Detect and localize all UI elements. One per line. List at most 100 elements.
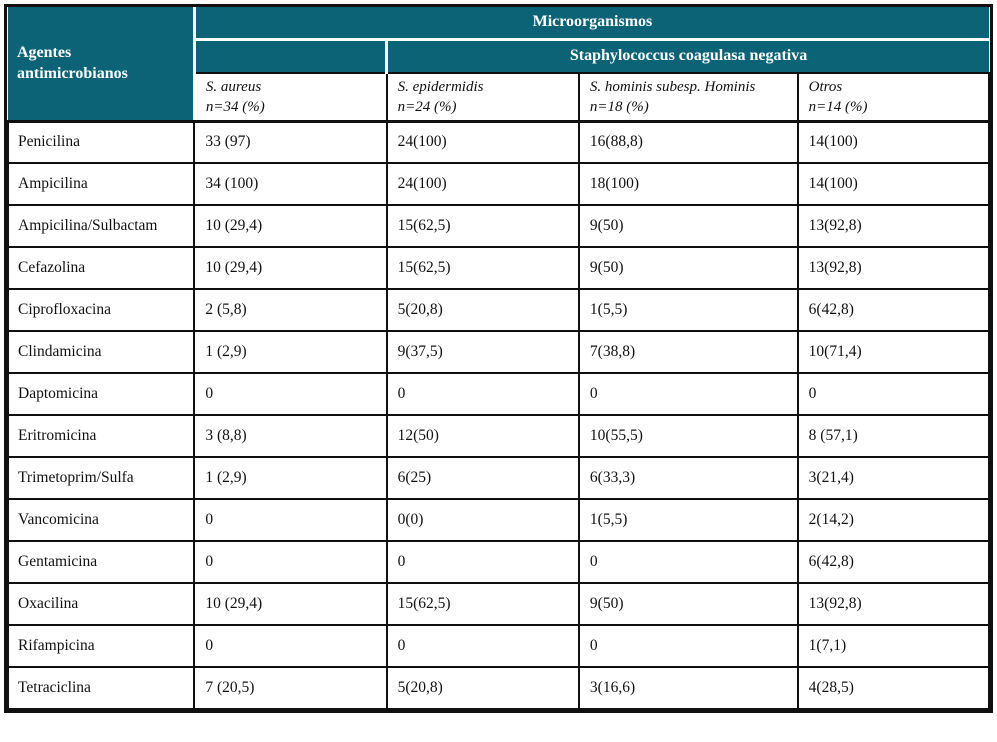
value-cell: 12(50) [385, 414, 580, 458]
corner-header: Agentes antimicrobianos [8, 7, 196, 123]
value-cell: 34 (100) [193, 162, 388, 206]
table-row: Ampicilina/Sulbactam 10 (29,4) 15(62,5) … [6, 204, 991, 248]
value-cell: 0 [385, 624, 580, 668]
agent-name: Clindamicina [6, 330, 196, 374]
agent-name: Cefazolina [6, 246, 196, 290]
value-cell: 0(0) [385, 498, 580, 542]
value-cell: 6(25) [385, 456, 580, 500]
value-cell: 9(50) [577, 204, 799, 248]
table-row: Oxacilina 10 (29,4) 15(62,5) 9(50) 13(92… [6, 582, 991, 626]
value-cell: 0 [193, 540, 388, 584]
value-cell: 15(62,5) [385, 582, 580, 626]
value-cell: 7(38,8) [577, 330, 799, 374]
table-row: Trimetoprim/Sulfa 1 (2,9) 6(25) 6(33,3) … [6, 456, 991, 500]
column-header-s-hominis: S. hominis subesp. Hominis n=18 (%) [577, 72, 799, 123]
value-cell: 3 (8,8) [193, 414, 388, 458]
value-cell: 0 [577, 372, 799, 416]
species-name: S. hominis subesp. Hominis [589, 78, 756, 95]
species-name: S. aureus [205, 78, 262, 95]
value-cell: 1 (2,9) [193, 456, 388, 500]
column-header-otros: Otros n=14 (%) [796, 72, 991, 123]
value-cell: 10 (29,4) [193, 582, 388, 626]
value-cell: 18(100) [577, 162, 799, 206]
value-cell: 3(16,6) [577, 666, 799, 710]
table-row: Ciprofloxacina 2 (5,8) 5(20,8) 1(5,5) 6(… [6, 288, 991, 332]
agent-name: Ampicilina/Sulbactam [6, 204, 196, 248]
agent-name: Trimetoprim/Sulfa [6, 456, 196, 500]
subgroup-header-staph-coag-neg: Staphylococcus coagulasa negativa [386, 39, 989, 73]
value-cell: 10(71,4) [796, 330, 991, 374]
sample-size: n=34 (%) [205, 98, 265, 115]
value-cell: 13(92,8) [796, 582, 991, 626]
value-cell: 5(20,8) [385, 666, 580, 710]
sample-size: n=18 (%) [589, 98, 649, 115]
value-cell: 0 [193, 372, 388, 416]
value-cell: 14(100) [796, 162, 991, 206]
table-row: Eritromicina 3 (8,8) 12(50) 10(55,5) 8 (… [6, 414, 991, 458]
value-cell: 6(42,8) [796, 540, 991, 584]
sample-size: n=14 (%) [808, 98, 868, 115]
value-cell: 9(37,5) [385, 330, 580, 374]
value-cell: 15(62,5) [385, 204, 580, 248]
table-row: Rifampicina 0 0 0 1(7,1) [6, 624, 991, 668]
agent-name: Ampicilina [6, 162, 196, 206]
value-cell: 0 [385, 540, 580, 584]
value-cell: 24(100) [385, 162, 580, 206]
value-cell: 15(62,5) [385, 246, 580, 290]
value-cell: 16(88,8) [577, 120, 799, 164]
value-cell: 10 (29,4) [193, 246, 388, 290]
value-cell: 24(100) [385, 120, 580, 164]
agent-name: Daptomicina [6, 372, 196, 416]
agent-name: Tetraciclina [6, 666, 196, 710]
value-cell: 0 [796, 372, 991, 416]
agent-name: Oxacilina [6, 582, 196, 626]
value-cell: 1 (2,9) [193, 330, 388, 374]
value-cell: 1(5,5) [577, 498, 799, 542]
value-cell: 3(21,4) [796, 456, 991, 500]
sample-size: n=24 (%) [397, 98, 457, 115]
column-header-s-epidermidis: S. epidermidis n=24 (%) [385, 72, 580, 123]
value-cell: 10 (29,4) [193, 204, 388, 248]
table-row: Ampicilina 34 (100) 24(100) 18(100) 14(1… [6, 162, 991, 206]
table-row: Penicilina 33 (97) 24(100) 16(88,8) 14(1… [6, 120, 991, 164]
value-cell: 10(55,5) [577, 414, 799, 458]
agent-name: Gentamicina [6, 540, 196, 584]
value-cell: 0 [385, 372, 580, 416]
value-cell: 0 [193, 498, 388, 542]
value-cell: 33 (97) [193, 120, 388, 164]
table-row: Daptomicina 0 0 0 0 [6, 372, 991, 416]
species-name: S. epidermidis [397, 78, 484, 95]
group-header-microorganismos: Microorganismos [194, 7, 989, 41]
value-cell: 13(92,8) [796, 246, 991, 290]
column-header-s-aureus: S. aureus n=34 (%) [193, 72, 388, 123]
table-row: Tetraciclina 7 (20,5) 5(20,8) 3(16,6) 4(… [6, 666, 991, 710]
agent-name: Eritromicina [6, 414, 196, 458]
value-cell: 13(92,8) [796, 204, 991, 248]
value-cell: 9(50) [577, 246, 799, 290]
value-cell: 2 (5,8) [193, 288, 388, 332]
antimicrobial-susceptibility-table: Agentes antimicrobianos Microorganismos … [6, 7, 991, 710]
agent-name: Ciprofloxacina [6, 288, 196, 332]
value-cell: 1(7,1) [796, 624, 991, 668]
value-cell: 4(28,5) [796, 666, 991, 710]
value-cell: 1(5,5) [577, 288, 799, 332]
table-row: Cefazolina 10 (29,4) 15(62,5) 9(50) 13(9… [6, 246, 991, 290]
species-name: Otros [808, 78, 843, 95]
value-cell: 5(20,8) [385, 288, 580, 332]
value-cell: 0 [577, 540, 799, 584]
table-row: Clindamicina 1 (2,9) 9(37,5) 7(38,8) 10(… [6, 330, 991, 374]
table-frame: Agentes antimicrobianos Microorganismos … [4, 4, 993, 713]
corner-header-label: Agentes antimicrobianos [17, 43, 128, 83]
empty-header-cell [194, 39, 389, 73]
agent-name: Penicilina [6, 120, 196, 164]
table-row: Gentamicina 0 0 0 6(42,8) [6, 540, 991, 584]
value-cell: 0 [193, 624, 388, 668]
agent-name: Rifampicina [6, 624, 196, 668]
value-cell: 8 (57,1) [796, 414, 991, 458]
table-row: Vancomicina 0 0(0) 1(5,5) 2(14,2) [6, 498, 991, 542]
value-cell: 6(33,3) [577, 456, 799, 500]
value-cell: 6(42,8) [796, 288, 991, 332]
value-cell: 2(14,2) [796, 498, 991, 542]
value-cell: 0 [577, 624, 799, 668]
